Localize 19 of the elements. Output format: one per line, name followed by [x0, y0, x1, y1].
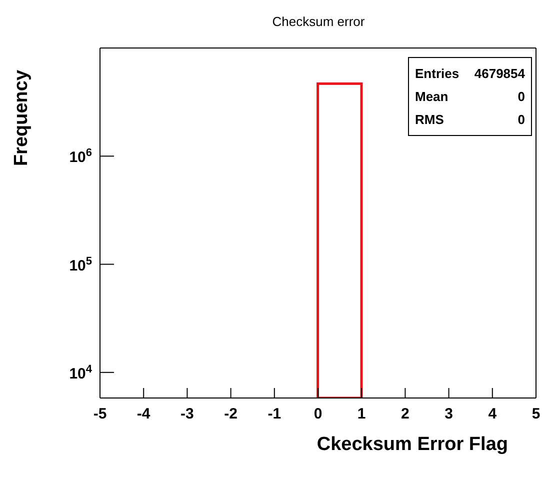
x-axis-title: Ckecksum Error Flag	[316, 434, 508, 455]
x-tick-label: 5	[532, 406, 540, 423]
x-tick-label: -3	[180, 406, 194, 423]
x-tick-label: 3	[444, 406, 453, 423]
y-tick-label: 10$^{4}$	[69, 363, 93, 382]
x-tick-label: 0	[314, 406, 322, 423]
x-tick-label: -5	[93, 406, 107, 423]
stats-box: Entries 4679854 Mean 0 RMS 0	[408, 57, 532, 136]
x-tick-label: 2	[401, 406, 410, 423]
x-tick-label: -2	[224, 406, 238, 423]
x-tick-label: -4	[136, 406, 151, 423]
y-tick-label: 10$^{5}$	[69, 255, 92, 274]
x-tick-label: -1	[268, 406, 282, 423]
y-tick-label: 10$^{6}$	[69, 147, 92, 166]
annotation: Entries 4679854	[415, 65, 525, 83]
x-tick-label: 1	[357, 406, 366, 423]
y-axis-title: Frequency	[11, 70, 33, 166]
chart-title: Checksum error	[271, 14, 366, 29]
x-tick-label: 4	[488, 406, 498, 423]
